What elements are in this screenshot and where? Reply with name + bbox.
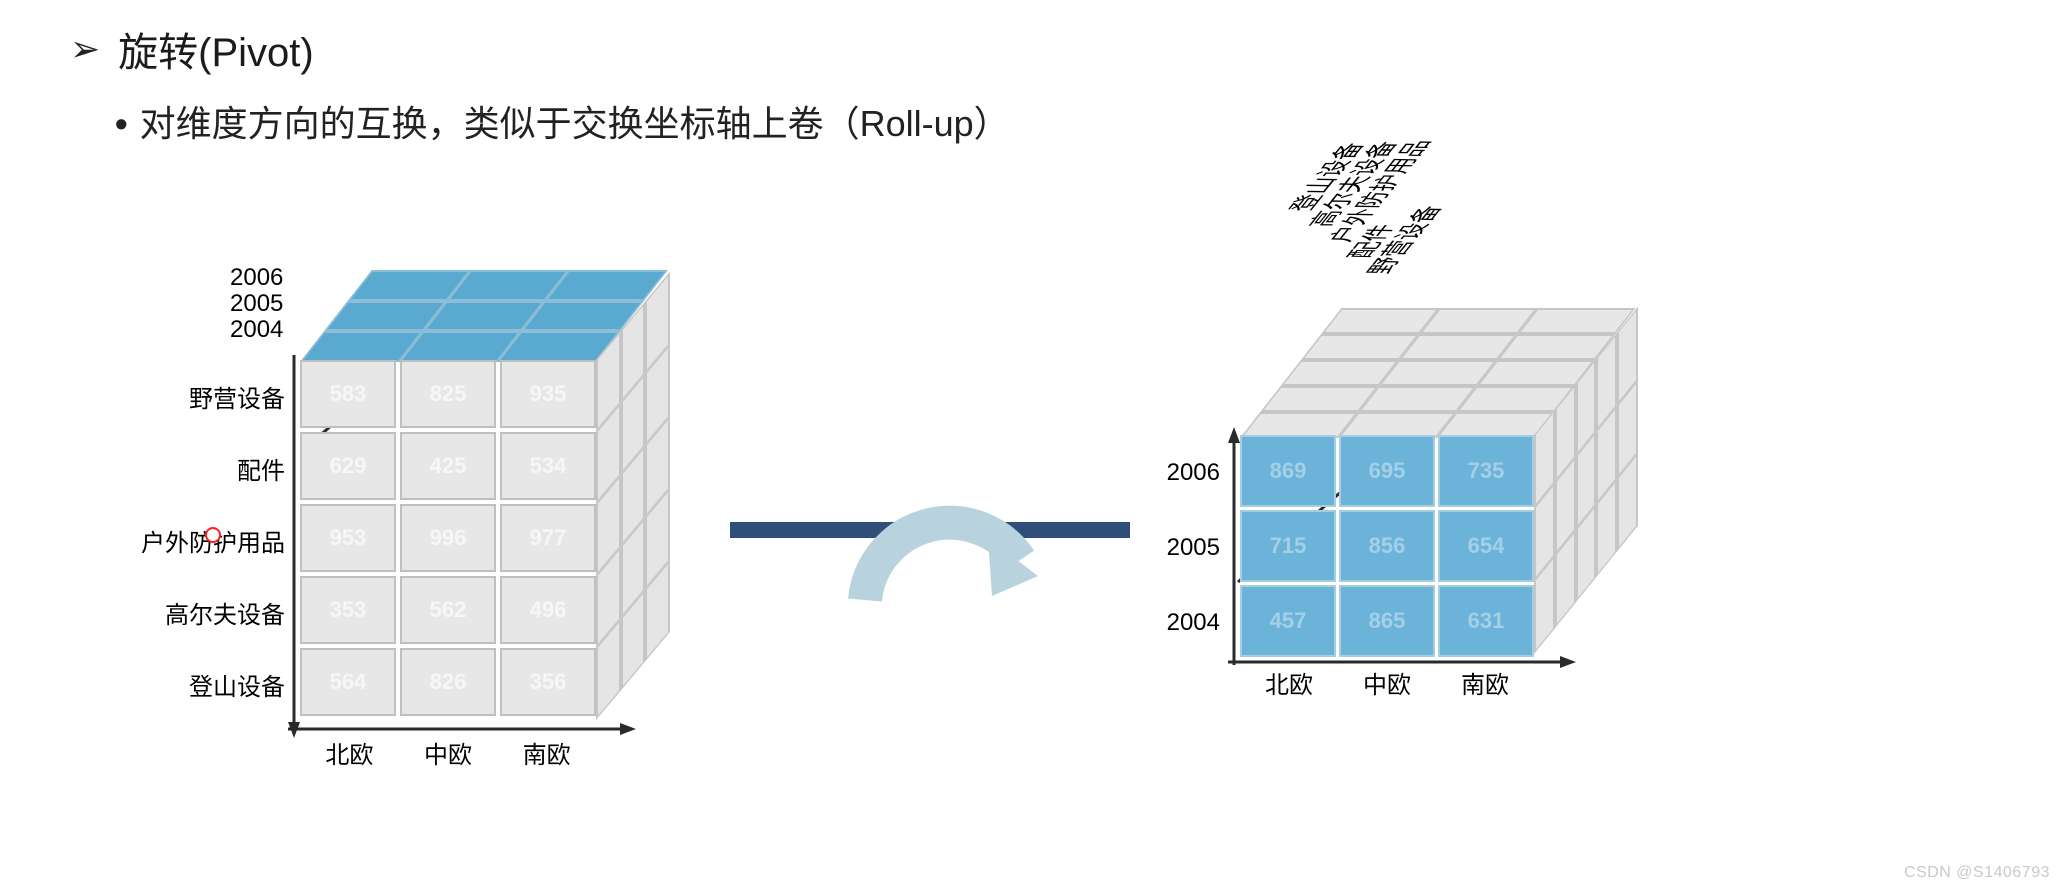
- cat-camping: 野营设备: [125, 360, 285, 432]
- right-front-face: 869 695 735 715 856 654 457 865 631: [1240, 435, 1534, 657]
- year-2004: 2004: [1130, 585, 1220, 660]
- left-front-face: 583 825 935 629 425 534 953 996 977 353 …: [300, 360, 596, 716]
- data-cell: 534: [500, 432, 596, 500]
- cat-outdoor: 户外防护用品: [125, 504, 285, 576]
- left-data-cube: 2006 2005 2004 583 825 935 629 425 534: [150, 270, 690, 750]
- cat-accessory: 配件: [125, 432, 285, 504]
- year-2005: 2005: [230, 291, 283, 317]
- right-data-cube: 登山设备 高尔夫设备 户外防护用品 配件 野营设备 869 695 735: [1070, 265, 1630, 755]
- triangle-bullet-icon: ➢: [70, 28, 100, 70]
- data-cell: 715: [1240, 510, 1336, 582]
- data-cell: 735: [1438, 435, 1534, 507]
- data-cell: 654: [1438, 510, 1534, 582]
- data-cell: 631: [1438, 585, 1534, 657]
- data-cell: 856: [1339, 510, 1435, 582]
- region-mid: 中欧: [399, 735, 498, 770]
- data-cell: 935: [500, 360, 596, 428]
- region-north: 北欧: [1240, 665, 1338, 700]
- laser-pointer-dot-icon: [205, 527, 221, 543]
- data-cell: 865: [1339, 585, 1435, 657]
- right-y-axis-arrow-icon: [1225, 425, 1243, 670]
- left-y-axis-arrow-icon: [285, 350, 303, 740]
- cat-golf: 高尔夫设备: [125, 576, 285, 648]
- data-cell: 977: [500, 504, 596, 572]
- bullet-dot-icon: •: [115, 103, 128, 144]
- data-cell: 562: [400, 576, 496, 644]
- data-cell: 353: [300, 576, 396, 644]
- data-cell: 695: [1339, 435, 1435, 507]
- region-north: 北欧: [300, 735, 399, 770]
- year-2006: 2006: [230, 265, 283, 291]
- diagram-stage: 2006 2005 2004 583 825 935 629 425 534: [0, 200, 2070, 820]
- right-category-labels: 登山设备 高尔夫设备 户外防护用品 配件 野营设备: [1290, 100, 1470, 281]
- page-title: ➢ 旋转(Pivot): [70, 20, 314, 78]
- watermark-text: CSDN @S1406793: [1904, 864, 2050, 882]
- heading-text: 旋转(Pivot): [118, 20, 314, 78]
- region-mid: 中欧: [1338, 665, 1436, 700]
- data-cell: 953: [300, 504, 396, 572]
- year-2006: 2006: [1130, 435, 1220, 510]
- left-year-axis-labels: 2006 2005 2004: [230, 265, 283, 343]
- data-cell: 356: [500, 648, 596, 716]
- year-2004: 2004: [230, 317, 283, 343]
- data-cell: 869: [1240, 435, 1336, 507]
- left-category-labels: 野营设备 配件 户外防护用品 高尔夫设备 登山设备: [125, 360, 285, 720]
- data-cell: 826: [400, 648, 496, 716]
- subheading-text: 对维度方向的互换，类似于交换坐标轴上卷（Roll-up）: [140, 103, 1010, 144]
- data-cell: 496: [500, 576, 596, 644]
- data-cell: 583: [300, 360, 396, 428]
- data-cell: 425: [400, 432, 496, 500]
- region-south: 南欧: [1436, 665, 1534, 700]
- left-region-labels: 北欧 中欧 南欧: [300, 735, 596, 770]
- year-2005: 2005: [1130, 510, 1220, 585]
- sub-heading: • 对维度方向的互换，类似于交换坐标轴上卷（Roll-up）: [115, 95, 1010, 147]
- data-cell: 825: [400, 360, 496, 428]
- data-cell: 457: [1240, 585, 1336, 657]
- data-cell: 996: [400, 504, 496, 572]
- data-cell: 564: [300, 648, 396, 716]
- right-region-labels: 北欧 中欧 南欧: [1240, 665, 1534, 700]
- right-year-labels: 2006 2005 2004: [1130, 435, 1220, 660]
- region-south: 南欧: [497, 735, 596, 770]
- cat-climbing: 登山设备: [125, 648, 285, 720]
- data-cell: 629: [300, 432, 396, 500]
